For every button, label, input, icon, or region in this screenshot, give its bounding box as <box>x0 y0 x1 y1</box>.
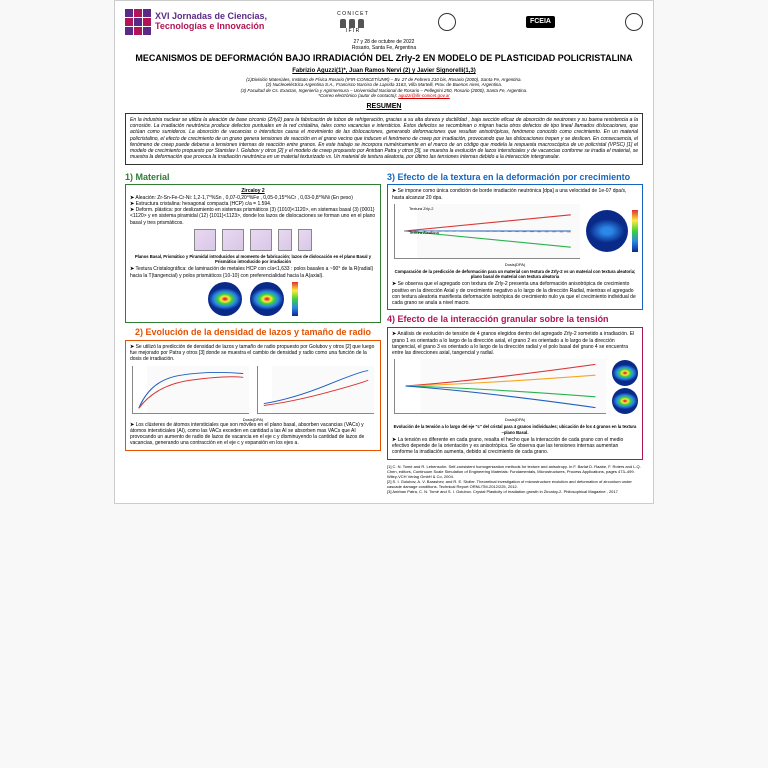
crystal-shapes <box>130 229 376 251</box>
s4-chart <box>394 359 606 414</box>
references: [1] C. N. Tomé and R. Lebensohn. Self-co… <box>387 464 643 495</box>
s2-box: ➤ Se utilizó la predicción de densidad d… <box>125 340 381 451</box>
event-name: XVI Jornadas de Ciencias, Tecnologías e … <box>155 12 267 32</box>
unr-logo-1 <box>438 13 456 31</box>
affiliations: (1)División Materiales, Instituto de Fís… <box>125 77 643 99</box>
conicet-block: C O N I C E T I F I R <box>337 11 368 34</box>
columns: 1) Material Zircaloy 2 ➤ Aleación: Zr-Sn… <box>125 169 643 495</box>
s2-chart-radius <box>257 366 374 414</box>
s4-box: ➤ Análisis de evolución de tensión de 4 … <box>387 327 643 459</box>
date-location: 27 y 28 de octubre de 2022 Rosario, Sant… <box>125 39 643 51</box>
col-left: 1) Material Zircaloy 2 ➤ Aleación: Zr-Sn… <box>125 169 381 495</box>
s3-box: ➤ Se impone como única condición de bord… <box>387 184 643 310</box>
poster-title: MECANISMOS DE DEFORMACIÓN BAJO IRRADIACI… <box>131 53 637 64</box>
resumen-heading: RESUMEN <box>125 103 643 111</box>
s2-chart-density <box>132 366 249 414</box>
s3-heading: 3) Efecto de la textura en la deformació… <box>387 172 643 183</box>
s3-chart: Textura Zrly-2 Textura Aleatoria <box>394 204 580 259</box>
s1-pole-figures <box>130 282 376 316</box>
s3-pole-figure <box>586 210 628 252</box>
s4-heading: 4) Efecto de la interacción granular sob… <box>387 314 643 325</box>
logo-squares <box>125 9 151 35</box>
fceia-logo: FCEIA <box>526 16 555 28</box>
header: XVI Jornadas de Ciencias, Tecnologías e … <box>125 9 643 35</box>
s1-heading: 1) Material <box>125 172 381 183</box>
resumen-box: En la industria nuclear se utiliza la al… <box>125 113 643 165</box>
s1-box: Zircaloy 2 ➤ Aleación: Zr-Sn-Fe-Cr-Ni: 1… <box>125 184 381 323</box>
authors: Fabrizio Aguzzi(1)*, Juan Ramos Nervi (2… <box>125 68 643 75</box>
s2-heading: 2) Evolución de la densidad de lazos y t… <box>125 327 381 338</box>
sq <box>125 9 133 17</box>
poster-root: XVI Jornadas de Ciencias, Tecnologías e … <box>114 0 654 504</box>
col-right: 3) Efecto de la textura en la deformació… <box>387 169 643 495</box>
event-logo: XVI Jornadas de Ciencias, Tecnologías e … <box>125 9 267 35</box>
contact-email[interactable]: aguzzi@ifir-conicet.gov.ar <box>398 93 449 98</box>
unr-logo-2 <box>625 13 643 31</box>
